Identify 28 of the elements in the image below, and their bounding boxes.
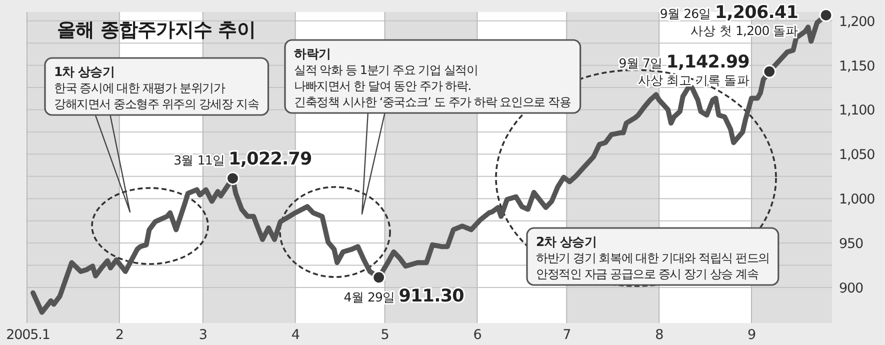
x-tick-label: 3 bbox=[198, 327, 207, 343]
annotation: 하락기 실적 악화 등 1분기 주요 기업 실적이 나빠지면서 한 달여 동안 주가 하락. 긴축정책 시사한 ‘중국쇼크’ 도 주가 하락 요인으로 작용 bbox=[294, 46, 572, 109]
x-tick-label: 6 bbox=[473, 327, 482, 343]
y-tick-label: 900 bbox=[839, 280, 863, 296]
annotation: 3월 11일 1,022.79 bbox=[174, 149, 312, 170]
chart-title: 올해 종합주가지수 추이 bbox=[57, 19, 256, 41]
point bbox=[372, 270, 386, 284]
x-tick-label: 7 bbox=[562, 327, 571, 343]
x-tick-label: 2005.1 bbox=[6, 327, 50, 343]
y-tick-label: 1,150 bbox=[839, 58, 875, 74]
y-tick-label: 1,200 bbox=[839, 14, 875, 30]
y-tick-label: 1,000 bbox=[839, 192, 875, 208]
y-tick-label: 950 bbox=[839, 236, 863, 252]
x-tick-label: 9 bbox=[748, 327, 756, 343]
annotation: 9월 7일 1,142.99 사상 최고 기록 돌파 bbox=[618, 52, 750, 88]
x-tick-label: 4 bbox=[291, 327, 300, 343]
annotation: 9월 26일 1,206.41 사상 첫 1,200 돌파 bbox=[660, 3, 798, 38]
x-tick-label: 5 bbox=[380, 327, 389, 343]
annotation: 1차 상승기 한국 증시에 대한 재평가 분위기가 강해지면서 중소형주 위주의 강세장 지속 bbox=[54, 64, 260, 111]
point bbox=[226, 172, 240, 186]
point bbox=[819, 8, 833, 22]
x-tick-label: 8 bbox=[655, 327, 664, 343]
y-tick-label: 1,100 bbox=[839, 102, 875, 119]
y-tick-label: 1,050 bbox=[839, 147, 875, 164]
point bbox=[762, 64, 776, 78]
x-tick-label: 2 bbox=[115, 327, 124, 343]
annotation: 4월 29일 911.30 bbox=[344, 286, 464, 306]
annotation: 2차 상승기 하반기 경기 회복에 대한 기대와 적립식 펀드의 안정적인 자금 공급으로 증시 장기 상승 계속 bbox=[536, 234, 770, 281]
